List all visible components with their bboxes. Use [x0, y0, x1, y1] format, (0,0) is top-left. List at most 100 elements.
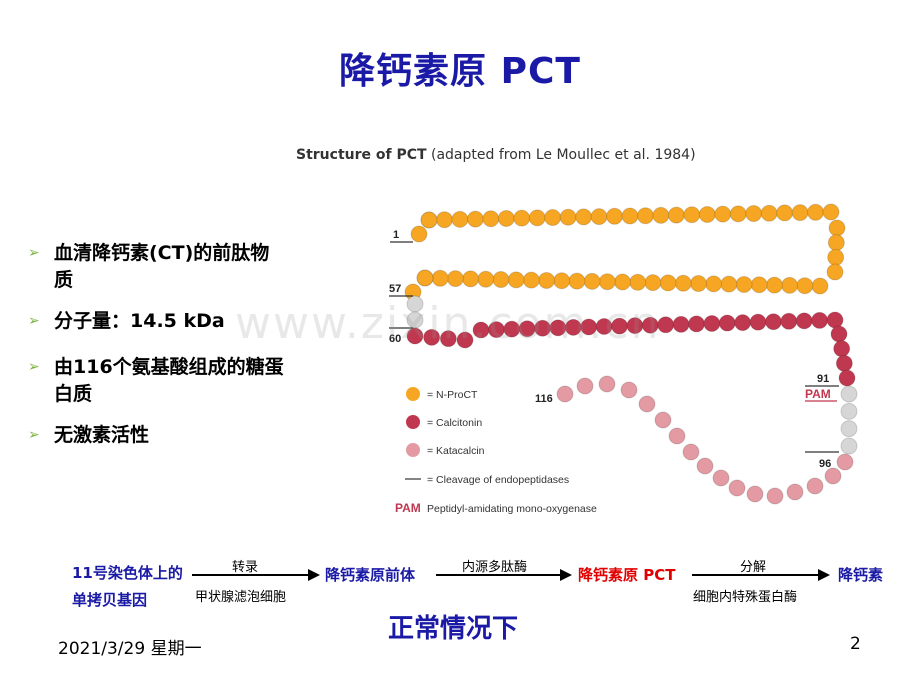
bullet-arrow-icon: ➢	[28, 359, 40, 375]
flow-arrow-label-top: 内源多肽酶	[462, 560, 528, 575]
flow-arrow-line	[192, 574, 310, 576]
flow-arrow-line	[692, 574, 820, 576]
amino-acid-bead	[824, 467, 842, 485]
flow-step-gene: 11号染色体上的单拷贝基因	[72, 564, 183, 609]
amino-acid-bead	[659, 274, 677, 292]
amino-acid-bead	[712, 469, 730, 487]
amino-acid-bead	[687, 315, 705, 333]
amino-acid-bead	[667, 206, 685, 224]
amino-acid-bead	[497, 209, 515, 227]
amino-acid-bead	[828, 219, 846, 237]
amino-acid-bead	[583, 272, 601, 290]
amino-acid-bead	[791, 204, 809, 222]
amino-acid-bead	[811, 277, 829, 295]
amino-acid-bead	[462, 270, 480, 288]
amino-acid-bead	[718, 314, 736, 332]
amino-acid-bead	[674, 274, 692, 292]
amino-acid-bead	[435, 211, 453, 229]
arrow-right-icon	[560, 569, 572, 581]
amino-acid-bead	[431, 269, 449, 287]
amino-acid-bead	[786, 483, 804, 501]
amino-acid-bead	[720, 275, 738, 293]
legend-pam-abbr: PAM	[395, 501, 421, 515]
amino-acid-bead	[538, 271, 556, 289]
amino-acid-bead	[840, 420, 858, 438]
bullet-item: ➢ 由116个氨基酸组成的糖蛋白质	[28, 354, 288, 408]
amino-acid-bead	[703, 314, 721, 332]
amino-acid-bead	[522, 271, 540, 289]
amino-acid-bead	[827, 234, 845, 252]
amino-acid-bead	[734, 314, 752, 332]
amino-acid-bead	[781, 276, 799, 294]
bullet-arrow-icon: ➢	[28, 427, 40, 443]
bullet-item: ➢ 无激素活性	[28, 422, 288, 449]
amino-acid-bead	[575, 208, 593, 226]
bullet-arrow-icon: ➢	[28, 313, 40, 329]
page-title: 降钙素原 PCT	[339, 51, 581, 92]
flow-step-precursor: 降钙素原前体	[325, 566, 416, 584]
amino-acid-bead	[764, 313, 782, 331]
amino-acid-bead	[416, 269, 434, 287]
amino-acid-bead	[766, 487, 784, 505]
amino-acid-chain	[404, 203, 858, 505]
amino-acid-bead	[420, 211, 438, 229]
bullet-text: 无激素活性	[54, 424, 150, 446]
amino-acid-bead	[683, 206, 701, 224]
amino-acid-bead	[698, 205, 716, 223]
amino-acid-bead	[830, 325, 848, 343]
amino-acid-bead	[654, 411, 672, 429]
amino-acid-bead	[838, 369, 856, 387]
amino-acid-bead	[835, 354, 853, 372]
amino-acid-bead	[466, 210, 484, 228]
amino-acid-bead	[807, 203, 825, 221]
amino-acid-bead	[746, 485, 764, 503]
flow-arrow-label-top: 分解	[740, 560, 767, 575]
amino-acid-bead	[836, 453, 854, 471]
amino-acid-bead	[576, 377, 594, 395]
amino-acid-bead	[620, 381, 638, 399]
flow-arrow-label-bottom: 甲状腺滤泡细胞	[195, 590, 287, 605]
amino-acid-bead	[410, 225, 428, 243]
amino-acid-bead	[621, 207, 639, 225]
amino-acid-bead	[638, 395, 656, 413]
amino-acid-bead	[729, 205, 747, 223]
amino-acid-bead	[696, 457, 714, 475]
footer-date: 2021/3/29 星期一	[58, 639, 202, 659]
amino-acid-bead	[652, 206, 670, 224]
legend-swatch	[406, 443, 420, 457]
amino-acid-bead	[822, 203, 840, 221]
legend-label: Peptidyl-amidating mono-oxygenase	[427, 503, 597, 515]
amino-acid-bead	[492, 271, 510, 289]
amino-acid-bead	[796, 277, 814, 295]
amino-acid-bead	[826, 263, 844, 281]
legend-label: = Katacalcin	[427, 445, 485, 457]
amino-acid-bead	[598, 273, 616, 291]
flow-arrow-line	[436, 574, 562, 576]
position-label: 96	[819, 458, 831, 470]
figure-heading: Structure of PCT (adapted from Le Moulle…	[296, 147, 696, 163]
page-number: 2	[850, 634, 861, 654]
amino-acid-bead	[636, 207, 654, 225]
figure-heading-bold: Structure of PCT	[296, 147, 427, 163]
flow-step-pct: 降钙素原 PCT	[578, 566, 676, 584]
amino-acid-bead	[668, 427, 686, 445]
pam-marker: PAM	[805, 387, 831, 401]
flow-arrow-label-bottom: 细胞内特殊蛋白酶	[693, 590, 798, 605]
legend-swatch	[406, 387, 420, 401]
bullet-item: ➢ 分子量：14.5 kDa	[28, 308, 288, 335]
bullet-text: 血清降钙素(CT)的前肽物质	[54, 242, 270, 291]
amino-acid-bead	[614, 273, 631, 291]
amino-acid-bead	[735, 275, 753, 293]
legend-label: = Calcitonin	[427, 417, 482, 429]
amino-acid-bead	[507, 271, 525, 289]
amino-acid-bead	[556, 385, 574, 403]
arrow-right-icon	[308, 569, 320, 581]
amino-acid-bead	[806, 477, 824, 495]
amino-acid-bead	[672, 315, 690, 333]
bullet-text: 分子量：14.5 kDa	[54, 310, 225, 332]
watermark: www.zixin.com.cn	[235, 298, 661, 349]
amino-acid-bead	[780, 312, 798, 330]
amino-acid-bead	[728, 479, 746, 497]
bullet-arrow-icon: ➢	[28, 245, 40, 261]
bullet-item: ➢ 血清降钙素(CT)的前肽物质	[28, 240, 288, 294]
